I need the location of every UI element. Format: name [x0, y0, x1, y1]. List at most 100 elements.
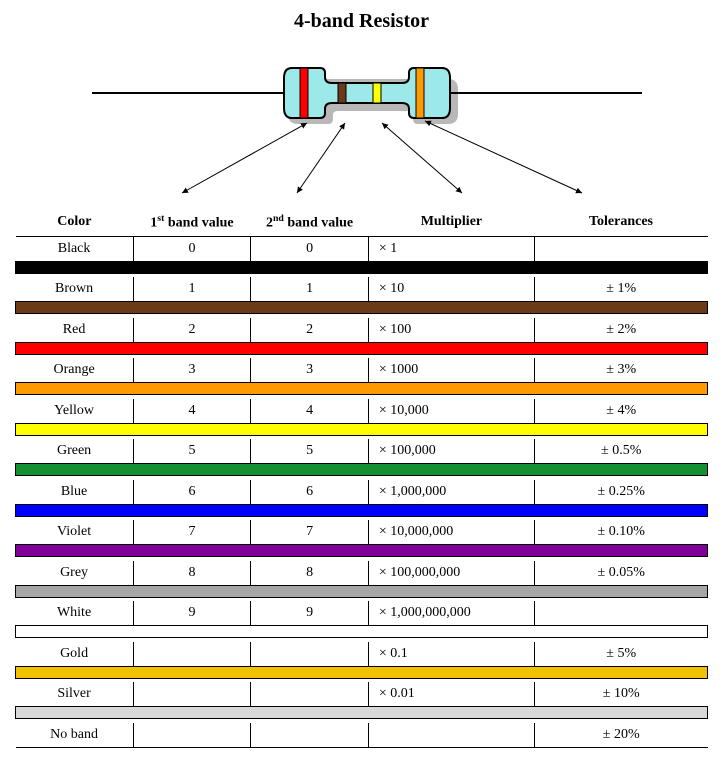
color-swatch	[16, 504, 708, 516]
cell-b2: 7	[251, 520, 369, 545]
color-swatch	[16, 342, 708, 354]
cell-name: Black	[16, 236, 134, 261]
cell-name: Violet	[16, 520, 134, 545]
resistor-band-2	[338, 83, 346, 103]
cell-b1: 7	[133, 520, 251, 545]
color-swatch	[16, 261, 708, 273]
col-color: Color	[16, 209, 134, 236]
cell-mult: × 100	[368, 318, 534, 343]
table-row: Red22× 100± 2%	[16, 318, 708, 343]
cell-b2	[251, 642, 369, 667]
cell-b2: 3	[251, 358, 369, 383]
cell-mult: × 1000	[368, 358, 534, 383]
cell-name: Orange	[16, 358, 134, 383]
cell-tol	[534, 236, 707, 261]
resistor-band-3	[373, 83, 381, 103]
table-row: Gold × 0.1± 5%	[16, 642, 708, 667]
col-multiplier: Multiplier	[368, 209, 534, 236]
cell-mult: × 0.1	[368, 642, 534, 667]
color-swatch-row	[16, 383, 708, 395]
color-swatch	[16, 383, 708, 395]
pointer-arrow-2	[297, 123, 345, 193]
cell-name: White	[16, 601, 134, 626]
cell-b2: 9	[251, 601, 369, 626]
color-swatch	[16, 707, 708, 719]
cell-mult: × 0.01	[368, 682, 534, 707]
table-row: Yellow44× 10,000± 4%	[16, 399, 708, 424]
table-row: Green55× 100,000± 0.5%	[16, 439, 708, 464]
resistor-band-1	[300, 68, 308, 118]
cell-name: Red	[16, 318, 134, 343]
col-tolerances: Tolerances	[534, 209, 707, 236]
color-swatch-row	[16, 302, 708, 314]
cell-b2: 1	[251, 277, 369, 302]
cell-b1	[133, 682, 251, 707]
color-swatch-row	[16, 423, 708, 435]
cell-tol: ± 1%	[534, 277, 707, 302]
color-swatch	[16, 302, 708, 314]
resistor-band-4	[416, 68, 424, 118]
color-swatch	[16, 423, 708, 435]
table-row: Grey88× 100,000,000± 0.05%	[16, 561, 708, 586]
cell-b1: 8	[133, 561, 251, 586]
cell-b1: 3	[133, 358, 251, 383]
cell-name: Brown	[16, 277, 134, 302]
cell-b2	[251, 682, 369, 707]
pointer-arrow-4	[425, 121, 582, 193]
color-swatch	[16, 545, 708, 557]
color-swatch-row	[16, 666, 708, 678]
cell-tol: ± 0.10%	[534, 520, 707, 545]
table-row: Brown11× 10± 1%	[16, 277, 708, 302]
color-swatch-empty	[16, 747, 708, 759]
table-row: Orange33× 1000± 3%	[16, 358, 708, 383]
pointer-arrow-1	[182, 123, 307, 193]
cell-name: Green	[16, 439, 134, 464]
cell-tol: ± 3%	[534, 358, 707, 383]
color-swatch	[16, 585, 708, 597]
cell-tol: ± 5%	[534, 642, 707, 667]
cell-name: Gold	[16, 642, 134, 667]
cell-b2: 0	[251, 236, 369, 261]
color-swatch-row	[16, 342, 708, 354]
resistor-diagram	[15, 43, 708, 203]
cell-name: No band	[16, 723, 134, 748]
cell-mult: × 10	[368, 277, 534, 302]
color-swatch-row	[16, 747, 708, 759]
cell-b1: 2	[133, 318, 251, 343]
color-swatch-row	[16, 545, 708, 557]
color-swatch-row	[16, 504, 708, 516]
table-row: Black00× 1	[16, 236, 708, 261]
cell-tol: ± 20%	[534, 723, 707, 748]
cell-mult	[368, 723, 534, 748]
color-swatch	[16, 666, 708, 678]
cell-tol: ± 0.5%	[534, 439, 707, 464]
table-row: White99× 1,000,000,000	[16, 601, 708, 626]
pointer-arrow-3	[382, 123, 462, 193]
cell-tol: ± 2%	[534, 318, 707, 343]
resistor-svg	[82, 43, 642, 203]
cell-b1	[133, 642, 251, 667]
cell-b2: 6	[251, 480, 369, 505]
page-title: 4-band Resistor	[15, 10, 708, 33]
cell-b2	[251, 723, 369, 748]
color-swatch	[16, 464, 708, 476]
table-row: No band ± 20%	[16, 723, 708, 748]
color-swatch-row	[16, 626, 708, 638]
cell-b2: 5	[251, 439, 369, 464]
cell-mult: × 1,000,000,000	[368, 601, 534, 626]
cell-tol: ± 4%	[534, 399, 707, 424]
cell-b1: 6	[133, 480, 251, 505]
color-swatch-row	[16, 261, 708, 273]
cell-b1: 1	[133, 277, 251, 302]
cell-name: Grey	[16, 561, 134, 586]
cell-tol: ± 10%	[534, 682, 707, 707]
cell-mult: × 100,000	[368, 439, 534, 464]
resistor-color-table: Color 1st band value 2nd band value Mult…	[15, 209, 708, 763]
cell-tol	[534, 601, 707, 626]
cell-b1: 9	[133, 601, 251, 626]
col-band2: 2nd band value	[251, 209, 369, 236]
color-swatch-row	[16, 585, 708, 597]
cell-b2: 4	[251, 399, 369, 424]
cell-b1: 4	[133, 399, 251, 424]
cell-b1: 0	[133, 236, 251, 261]
